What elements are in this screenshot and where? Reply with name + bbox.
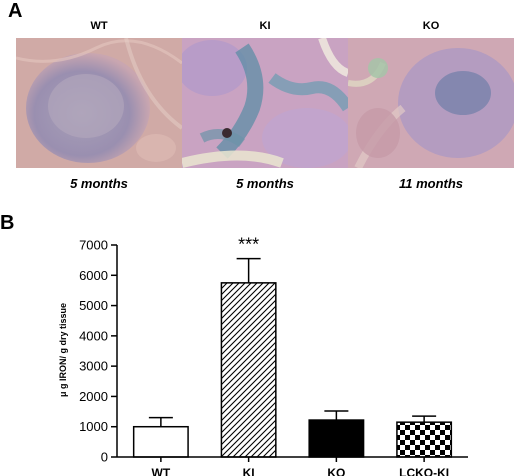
x-tick-label-ki: KI	[243, 466, 255, 476]
age-label-ko: 11 months	[398, 176, 464, 191]
x-axis: WT KI KO LCKO-KI	[117, 456, 468, 476]
bar-ki	[220, 282, 277, 458]
significance-label: ***	[238, 235, 259, 255]
micrograph-title-ki: KI	[259, 20, 271, 32]
micrograph-ki	[182, 38, 348, 168]
y-tick-label: 0	[101, 450, 108, 465]
x-tick-label-wt: WT	[152, 466, 171, 476]
y-tick-label: 3000	[79, 359, 108, 374]
micrograph-title-ko: KO	[422, 20, 440, 32]
y-tick-label: 1000	[79, 419, 108, 434]
x-tick-label-lcko-ki: LCKO-KI	[399, 466, 449, 476]
micrograph-wt	[16, 38, 182, 168]
bar-lcko-ki	[396, 421, 453, 458]
y-tick-label: 4000	[79, 328, 108, 343]
age-label-wt: 5 months	[70, 176, 128, 191]
bar-wt	[132, 425, 189, 458]
micrograph-ko	[348, 38, 514, 168]
bar-ko	[308, 419, 365, 458]
y-tick-label: 6000	[79, 268, 108, 283]
panel-b-label: B	[0, 212, 15, 234]
y-axis-label: μ g IRON/ g dry tissue	[58, 303, 68, 397]
x-tick-label-ko: KO	[327, 466, 345, 476]
y-tick-label: 2000	[79, 389, 108, 404]
y-tick-label: 5000	[79, 298, 108, 313]
iron-bar-chart: 0 1000 2000 3000 4000 5000 6000 7000 *** WT KI KO…	[58, 235, 468, 476]
bars-group: ***	[132, 235, 453, 458]
age-label-ki: 5 months	[236, 176, 294, 191]
y-tick-label: 7000	[79, 238, 108, 253]
micrograph-title-wt: WT	[90, 20, 108, 32]
panel-a-label: A	[8, 0, 23, 22]
y-axis: 0 1000 2000 3000 4000 5000 6000 7000	[79, 238, 118, 465]
